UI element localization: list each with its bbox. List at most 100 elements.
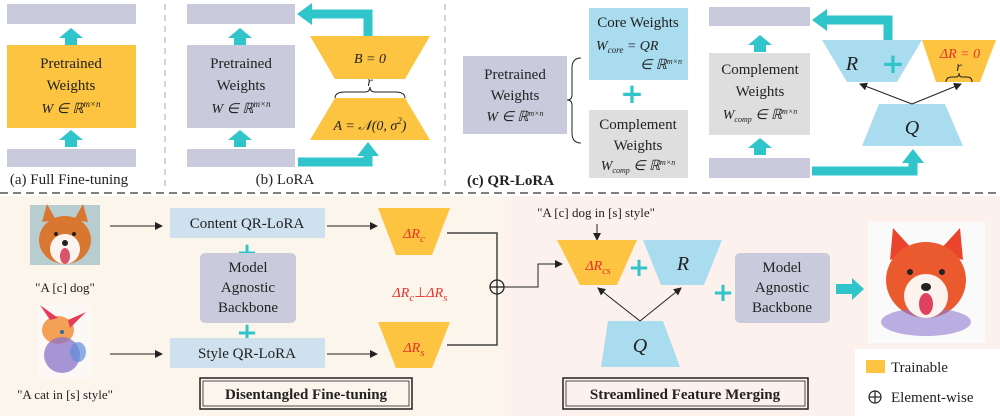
q-label: Q bbox=[633, 335, 648, 357]
caption-b: (b) LoRA bbox=[256, 172, 315, 188]
backbone-line2: Agnostic bbox=[221, 280, 276, 296]
caption-c: (c) QR-LoRA bbox=[467, 173, 554, 189]
complement-weights-box-frozen bbox=[709, 53, 810, 135]
up-arrow-icon bbox=[59, 28, 83, 45]
backbone-line1: Model bbox=[228, 260, 267, 276]
legend-elementwise-label: Element-wise bbox=[891, 390, 974, 406]
q-to-delta-r-arrow bbox=[911, 82, 962, 105]
disentangled-fine-tuning: "A [c] dog" "A cat in [s] style" Content… bbox=[17, 204, 505, 410]
qr-output-arrow bbox=[826, 15, 893, 40]
delta-r-trapezoid-trainable bbox=[922, 40, 996, 82]
arrowhead-icon bbox=[812, 9, 827, 31]
output-arrow-icon bbox=[836, 278, 864, 300]
rank-brace bbox=[945, 72, 973, 83]
output-layer-bar bbox=[709, 7, 810, 26]
content-merge-line bbox=[447, 232, 498, 280]
content-qr-lora-box bbox=[170, 208, 325, 238]
up-arrow-icon bbox=[228, 28, 252, 45]
panel-qr-lora: Pretrained Weights W ∈ ℝm×n Core Weights… bbox=[463, 7, 996, 189]
merging-title: Streamlined Feature Merging bbox=[590, 387, 781, 403]
arrowhead-icon bbox=[902, 149, 924, 163]
panel-lora: Pretrained Weights W ∈ ℝm×n B = 0 r A = … bbox=[187, 3, 430, 188]
b-label: B = 0 bbox=[354, 52, 386, 67]
r-label: R bbox=[845, 53, 858, 75]
box-line2: Weights bbox=[491, 88, 540, 104]
box-line2: Weights bbox=[614, 138, 663, 154]
core-space: ∈ ℝm×n bbox=[640, 57, 682, 73]
title-box-inner bbox=[202, 380, 410, 407]
up-arrow-icon bbox=[228, 130, 252, 147]
style-cat-image bbox=[37, 305, 92, 378]
output-layer-bar bbox=[187, 4, 295, 24]
content-dog-image bbox=[30, 204, 100, 265]
delta-rcs-label: ΔRcs bbox=[584, 259, 610, 277]
backbone-line2: Agnostic bbox=[755, 280, 810, 296]
q-trapezoid bbox=[862, 104, 963, 146]
backbone-box bbox=[735, 253, 830, 323]
content-qr-lora-label: Content QR-LoRA bbox=[190, 216, 305, 232]
title-box bbox=[199, 377, 413, 410]
r-trapezoid bbox=[643, 240, 722, 285]
weight-formula: W ∈ ℝm×n bbox=[41, 99, 101, 117]
plus-icon: + bbox=[712, 278, 734, 308]
arrowhead-icon bbox=[357, 142, 379, 156]
legend-trainable-swatch bbox=[866, 360, 885, 373]
complement-formula: Wcomp ∈ ℝm×n bbox=[723, 107, 797, 124]
input-layer-bar bbox=[187, 149, 295, 167]
delta-rcs-trapezoid bbox=[557, 240, 637, 285]
rank-label: r bbox=[367, 75, 373, 90]
fine-tuning-title: Disentangled Fine-tuning bbox=[225, 387, 388, 403]
pretrained-weights-box-trainable bbox=[7, 45, 136, 128]
up-arrow-icon bbox=[748, 138, 772, 155]
q-label: Q bbox=[905, 117, 920, 139]
up-arrow-icon bbox=[748, 35, 772, 52]
stylized-dog-output-image bbox=[868, 222, 985, 343]
output-layer-bar bbox=[7, 4, 136, 24]
core-formula: Wcore = QR bbox=[596, 39, 659, 55]
box-line1: Pretrained bbox=[210, 56, 272, 72]
style-prompt: "A cat in [s] style" bbox=[17, 387, 113, 402]
box-line2: Weights bbox=[736, 84, 785, 100]
complement-weights-box bbox=[589, 110, 688, 178]
elementwise-sum-icon bbox=[489, 279, 505, 295]
merged-input-arrow bbox=[504, 260, 563, 288]
streamlined-feature-merging: "A [c] dog in [s] style" ΔRcs + R Q + Mo… bbox=[504, 205, 1000, 416]
panel-full-finetuning: Pretrained Weights W ∈ ℝm×n (a) Full Fin… bbox=[7, 4, 136, 188]
core-title: Core Weights bbox=[597, 15, 679, 31]
lora-output-arrow bbox=[310, 9, 373, 36]
box-line1: Pretrained bbox=[40, 56, 102, 72]
title-box bbox=[562, 377, 809, 410]
input-layer-bar bbox=[709, 158, 810, 178]
weight-formula: W ∈ ℝm×n bbox=[486, 109, 543, 125]
delta-r-label: ΔR = 0 bbox=[939, 47, 980, 62]
elementwise-sum-icon bbox=[868, 390, 882, 404]
lora-a-trapezoid bbox=[310, 98, 430, 140]
plus-icon: + bbox=[620, 77, 643, 110]
r-trapezoid bbox=[822, 40, 922, 82]
backbone-box bbox=[200, 253, 296, 323]
plus-icon: + bbox=[881, 47, 904, 80]
plus-icon: + bbox=[628, 253, 650, 283]
a-label: A = 𝒩(0, σ2) bbox=[333, 116, 407, 134]
orthogonality-label: ΔRc⊥ΔRs bbox=[392, 286, 448, 304]
box-line1: Complement bbox=[721, 62, 799, 78]
up-arrow-icon bbox=[59, 130, 83, 147]
backbone-line1: Model bbox=[762, 260, 801, 276]
lora-input-arrow bbox=[298, 155, 373, 167]
box-line2: Weights bbox=[47, 78, 96, 94]
q-trapezoid bbox=[601, 321, 680, 367]
title-box-inner bbox=[565, 380, 806, 407]
rank-brace bbox=[334, 86, 406, 99]
q-to-r-arrow bbox=[859, 82, 913, 105]
q-to-delta-rcs-arrow bbox=[597, 287, 641, 322]
merging-prompt: "A [c] dog in [s] style" bbox=[537, 205, 655, 220]
r-label: R bbox=[676, 253, 689, 275]
backbone-line3: Backbone bbox=[218, 300, 278, 316]
pretrained-weights-box bbox=[463, 56, 567, 134]
backbone-line3: Backbone bbox=[752, 300, 812, 316]
arrowhead-icon bbox=[297, 3, 312, 25]
delta-rs-trapezoid bbox=[378, 322, 450, 368]
weight-formula: W ∈ ℝm×n bbox=[211, 99, 271, 117]
